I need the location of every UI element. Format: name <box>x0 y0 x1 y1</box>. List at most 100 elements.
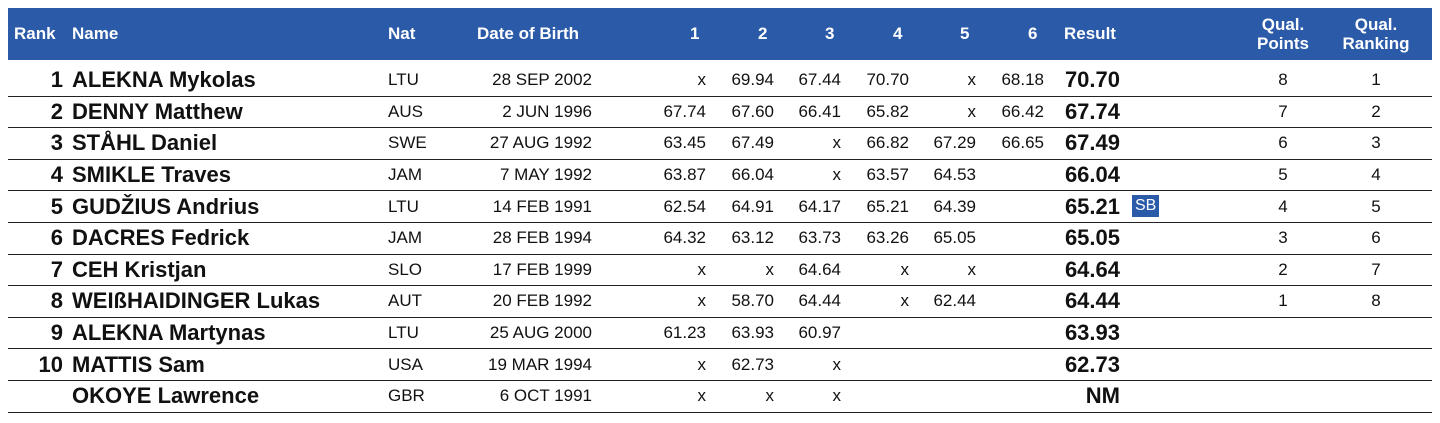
row-result: 64.64 <box>1064 256 1120 282</box>
row-name: DACRES Fedrick <box>72 225 250 251</box>
row-attempt-5: 64.53 <box>933 165 976 185</box>
row-attempt-1: x <box>697 386 707 406</box>
row-dob: 20 FEB 1992 <box>492 291 592 311</box>
row-attempt-5: x <box>967 101 977 121</box>
row-result: 63.93 <box>1064 320 1120 346</box>
row-result: 65.05 <box>1064 225 1120 251</box>
header-qual-points: Qual. Points <box>1251 8 1315 60</box>
row-attempt-1: 63.45 <box>663 133 706 153</box>
row-attempt-3: 64.44 <box>798 291 841 311</box>
row-qual-ranking: 3 <box>1371 133 1381 153</box>
row-attempt-6 <box>994 318 1044 349</box>
row-attempt-1: x <box>697 70 707 90</box>
row-attempt-2: x <box>765 259 775 279</box>
row-rank: 7 <box>50 256 63 282</box>
row-result: NM <box>1085 383 1120 409</box>
row-attempt-3: 63.73 <box>798 228 841 248</box>
row-attempt-2: 69.94 <box>731 70 774 90</box>
row-attempt-4: 70.70 <box>866 70 909 90</box>
row-dob: 17 FEB 1999 <box>492 259 592 279</box>
row-nat: LTU <box>388 70 419 90</box>
row-qual-ranking: 8 <box>1371 291 1381 311</box>
row-nat: JAM <box>388 228 422 248</box>
row-attempt-6 <box>994 223 1044 254</box>
header-attempt-4: 4 <box>893 24 903 43</box>
row-name: GUDŽIUS Andrius <box>72 193 260 219</box>
row-attempt-5: x <box>967 70 977 90</box>
row-attempt-3: 67.44 <box>798 70 841 90</box>
header-attempt-3: 3 <box>825 24 835 43</box>
row-nat: AUT <box>388 291 422 311</box>
row-attempt-5 <box>926 381 976 412</box>
results-table: Rank Name Nat Date of Birth 1 2 3 4 5 6 … <box>8 8 1432 413</box>
row-attempt-6: 66.42 <box>1001 101 1044 121</box>
row-dob: 2 JUN 1996 <box>502 101 592 121</box>
row-qual-points: 4 <box>1278 196 1288 216</box>
row-nat: SWE <box>388 133 427 153</box>
row-dob: 28 SEP 2002 <box>492 70 592 90</box>
row-attempt-3: x <box>832 354 842 374</box>
row-qual-ranking: 2 <box>1371 101 1381 121</box>
row-qual-points: 1 <box>1278 291 1288 311</box>
row-name: MATTIS Sam <box>72 351 205 377</box>
header-qual-ranking-line2: Ranking <box>1342 34 1410 53</box>
row-result: 64.44 <box>1064 288 1120 314</box>
row-attempt-4: 65.82 <box>866 101 909 121</box>
row-qual-points: 8 <box>1278 70 1288 90</box>
table-row: 9 ALEKNA Martynas LTU 25 AUG 2000 61.23 63.93… <box>8 318 1432 350</box>
row-attempt-5: x <box>967 259 977 279</box>
row-dob: 19 MAR 1994 <box>488 354 592 374</box>
table-row: 3 STÅHL Daniel SWE 27 AUG 1992 63.45 67.49 x 66… <box>8 128 1432 160</box>
row-qual-ranking <box>1336 381 1416 412</box>
row-rank: 6 <box>50 225 63 251</box>
row-attempt-4: 66.82 <box>866 133 909 153</box>
row-name: WEIßHAIDINGER Lukas <box>72 288 321 314</box>
row-attempt-3: 64.17 <box>798 196 841 216</box>
header-qual-points-line1: Qual. <box>1261 15 1305 34</box>
row-qual-ranking: 5 <box>1371 196 1381 216</box>
header-nat: Nat <box>388 24 416 43</box>
table-row: 7 CEH Kristjan SLO 17 FEB 1999 x x 64.64 x x 64.6… <box>8 255 1432 287</box>
row-rank: 5 <box>50 193 63 219</box>
row-rank: 10 <box>38 351 63 377</box>
row-attempt-2: 66.04 <box>731 165 774 185</box>
row-name: OKOYE Lawrence <box>72 383 260 409</box>
row-rank: 9 <box>50 320 63 346</box>
row-attempt-1: x <box>697 259 707 279</box>
row-attempt-5 <box>926 318 976 349</box>
row-name: DENNY Matthew <box>72 98 243 124</box>
row-result: 62.73 <box>1064 351 1120 377</box>
row-attempt-4 <box>859 349 909 380</box>
row-name: ALEKNA Martynas <box>72 320 266 346</box>
table-row: 4 SMIKLE Traves JAM 7 MAY 1992 63.87 66.04 x 63… <box>8 160 1432 192</box>
row-attempt-4 <box>859 318 909 349</box>
row-name: STÅHL Daniel <box>72 130 218 156</box>
row-attempt-2: 63.12 <box>731 228 774 248</box>
row-attempt-1: x <box>697 291 707 311</box>
row-attempt-3: 60.97 <box>798 323 841 343</box>
row-attempt-6 <box>994 349 1044 380</box>
row-name: ALEKNA Mykolas <box>72 67 256 93</box>
row-attempt-2: x <box>765 386 775 406</box>
row-dob: 6 OCT 1991 <box>499 386 592 406</box>
row-attempt-1: 63.87 <box>663 165 706 185</box>
row-attempt-6 <box>994 286 1044 317</box>
header-qual-points-line2: Points <box>1257 34 1309 53</box>
row-attempt-3: 66.41 <box>798 101 841 121</box>
row-name: CEH Kristjan <box>72 256 207 282</box>
row-attempt-1: 61.23 <box>663 323 706 343</box>
row-result: 65.21 <box>1064 193 1120 219</box>
header-attempt-1: 1 <box>690 24 700 43</box>
row-qual-points <box>1251 318 1315 349</box>
table-row: 5 GUDŽIUS Andrius LTU 14 FEB 1991 62.54 64.91… <box>8 191 1432 223</box>
row-attempt-6 <box>994 160 1044 191</box>
row-attempt-6: 66.65 <box>1001 133 1044 153</box>
row-attempt-6 <box>994 191 1044 222</box>
row-attempt-6: 68.18 <box>1001 70 1044 90</box>
row-qual-ranking <box>1336 349 1416 380</box>
row-qual-points: 2 <box>1278 259 1288 279</box>
row-nat: GBR <box>388 386 425 406</box>
row-attempt-4 <box>859 381 909 412</box>
row-attempt-2: 67.60 <box>731 101 774 121</box>
header-attempt-6: 6 <box>1028 24 1038 43</box>
